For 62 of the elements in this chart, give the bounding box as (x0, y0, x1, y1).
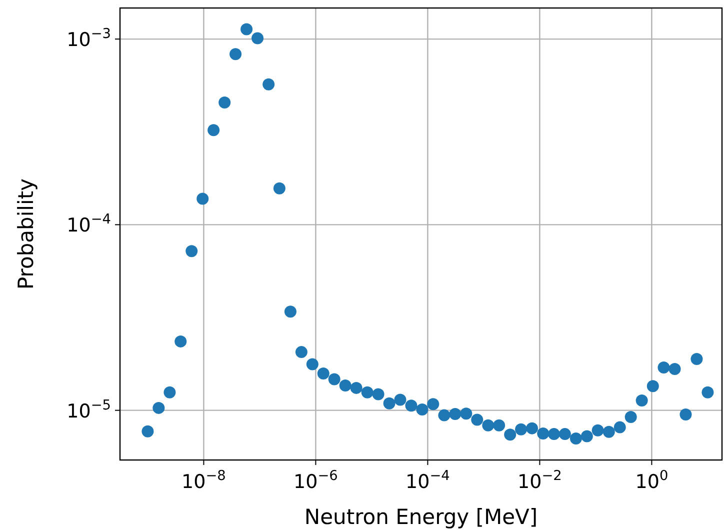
point (592, 424, 604, 436)
point (471, 414, 484, 426)
point (196, 192, 209, 205)
x-tick-label: 10$^{−6}$ (294, 468, 338, 493)
y-tick-label: 10$^{−5}$ (66, 397, 111, 422)
point (142, 425, 154, 438)
y-tick-label: 10$^{−3}$ (66, 26, 111, 52)
point (372, 388, 384, 400)
point (317, 367, 330, 380)
point (614, 421, 626, 434)
point (548, 428, 560, 440)
point (515, 423, 528, 436)
point (427, 398, 440, 410)
point (339, 380, 352, 392)
point (306, 358, 318, 370)
point (537, 428, 550, 440)
point (493, 419, 506, 432)
point (164, 386, 176, 398)
point (460, 408, 472, 420)
point (646, 380, 659, 392)
point (680, 408, 692, 420)
point (449, 408, 462, 420)
point (580, 430, 593, 442)
point (361, 386, 374, 398)
x-tick-label: 10$^{−2}$ (518, 468, 562, 493)
point (658, 362, 670, 374)
point (262, 78, 275, 90)
x-tick-label: 10$^{−8}$ (182, 468, 226, 493)
point (240, 23, 253, 36)
point (218, 96, 231, 109)
point (394, 394, 406, 406)
point (526, 422, 538, 434)
point (636, 394, 648, 406)
point (416, 404, 428, 416)
point (690, 353, 703, 366)
x-axis-title: Neutron Energy [MeV] (304, 505, 538, 529)
x-tick-label: 10$^{−4}$ (406, 468, 450, 493)
point (482, 419, 494, 432)
point (295, 346, 308, 358)
point (174, 335, 187, 348)
y-axis-title: Probability (14, 178, 38, 290)
point (504, 428, 516, 441)
point (624, 411, 637, 424)
y-tick-label: 10$^{−4}$ (66, 212, 111, 237)
x-tick-label: 10$^{0}$ (635, 468, 668, 493)
point (284, 306, 296, 318)
point (328, 373, 340, 386)
point (668, 362, 681, 375)
point (350, 382, 362, 394)
point (208, 124, 220, 136)
point (152, 402, 165, 414)
point (702, 386, 714, 398)
point (230, 48, 242, 60)
point (602, 426, 615, 438)
point (570, 432, 582, 445)
point (383, 397, 396, 410)
point (186, 245, 198, 258)
point (438, 409, 450, 422)
point (252, 32, 264, 44)
point (273, 182, 286, 194)
point (558, 428, 571, 440)
point (405, 400, 418, 412)
